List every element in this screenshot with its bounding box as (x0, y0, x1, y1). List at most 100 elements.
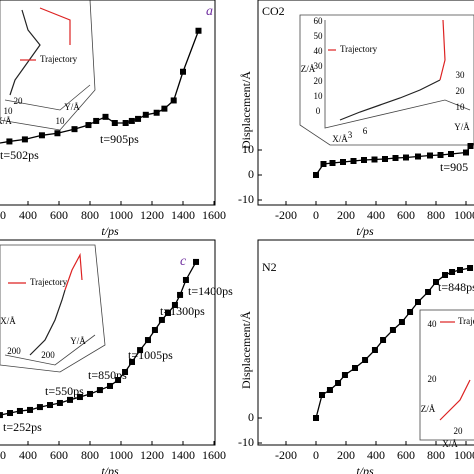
x-tick-label: 1000 (109, 208, 133, 222)
data-point (142, 111, 149, 118)
data-point (38, 132, 45, 139)
data-point (137, 347, 144, 354)
data-point (407, 309, 414, 315)
data-point (93, 117, 100, 124)
data-point (128, 117, 135, 124)
x-tick-label: 0 (313, 448, 319, 462)
annotation: t=1005ps (128, 348, 173, 362)
inset-label: Y/Å (454, 122, 470, 132)
data-point (6, 138, 13, 145)
data-point (392, 155, 399, 161)
data-point (106, 382, 113, 389)
inset-label: Z/Å (301, 64, 316, 74)
data-point (398, 319, 405, 325)
x-tick-label: 1400 (171, 208, 195, 222)
inset-legend: Trajectory (40, 54, 78, 64)
x-tick-label: 400 (19, 448, 37, 462)
inset-a-frame (0, 0, 96, 131)
data-point (67, 396, 74, 403)
inset-label: 40 (428, 319, 438, 329)
y-tick-label: -10 (238, 192, 254, 206)
x-tick-label: 800 (427, 448, 445, 462)
data-point (382, 156, 388, 162)
inset-label: X/Å (332, 134, 348, 144)
data-point (433, 279, 439, 285)
x-tick-label: -200 (275, 208, 297, 222)
inset-label: Y/Å (64, 102, 80, 112)
data-point (341, 372, 348, 378)
annotation: t=252ps (3, 420, 42, 434)
annotation: t=550ps (45, 384, 84, 398)
x-tick-label: 800 (427, 208, 445, 222)
data-point (76, 394, 83, 401)
x-tick-label: -200 (275, 448, 297, 462)
data-point (371, 156, 378, 163)
data-point (457, 267, 463, 273)
x-tick-label: 600 (50, 448, 68, 462)
data-point (193, 258, 200, 265)
inset-label: 10 (314, 91, 324, 101)
data-point (115, 377, 122, 384)
data-point (371, 347, 378, 353)
data-point (16, 407, 23, 414)
plot-frame (0, 239, 216, 446)
data-point (135, 115, 142, 122)
inset-label: 30 (314, 61, 324, 71)
data-point (380, 337, 387, 343)
data-line (315, 145, 472, 176)
data-point (21, 136, 28, 143)
data-point (36, 404, 43, 411)
annotation: t=1400ps (188, 284, 233, 298)
data-point (362, 357, 369, 363)
data-point (111, 120, 118, 126)
x-tick-label: 1600 (202, 448, 226, 462)
inset-label: 10 (456, 102, 466, 112)
panel-title: N2 (262, 260, 277, 274)
x-axis-label: t/ps (356, 224, 374, 238)
data-point (122, 369, 129, 376)
x-tick-label: 0 (313, 208, 319, 222)
inset-label: 0 (316, 106, 321, 116)
x-tick-label: 1200 (140, 208, 164, 222)
data-point (71, 126, 78, 133)
data-point (56, 399, 63, 406)
x-tick-label: 1000 (454, 208, 474, 222)
x-tick-label: 600 (50, 208, 68, 222)
annotation: t=848ps (438, 280, 474, 294)
annotation: t=502ps (0, 148, 39, 162)
data-point (87, 390, 93, 397)
data-point (335, 380, 342, 386)
data-point (313, 415, 319, 421)
inset-b-frame (299, 14, 474, 146)
x-tick-label: 400 (367, 448, 385, 462)
annotation: t=1300ps (160, 304, 205, 318)
data-point (350, 158, 357, 164)
plot-frame (0, 0, 216, 206)
data-point (158, 316, 165, 323)
x-tick-label: 200 (0, 208, 6, 222)
inset-label: 60 (314, 16, 324, 26)
x-tick-label: 800 (81, 448, 99, 462)
panel-letter: c (180, 254, 187, 269)
data-point (467, 143, 474, 149)
inset-label: 10 (56, 116, 66, 126)
data-point (442, 272, 448, 278)
data-point (85, 122, 92, 129)
x-axis-label: t/ps (356, 464, 374, 474)
data-point (27, 406, 34, 413)
data-point (144, 337, 151, 344)
data-point (326, 387, 333, 393)
y-tick-label: -10 (238, 435, 254, 449)
data-point (320, 161, 327, 167)
data-point (329, 160, 336, 166)
data-point (319, 392, 325, 398)
inset-label: 200 (7, 346, 21, 356)
data-point (129, 358, 136, 365)
data-point (437, 152, 444, 158)
inset-label: 3 (348, 130, 353, 140)
annotation: t=850ps (88, 368, 127, 382)
y-axis-label: Displacement/Å (239, 71, 253, 149)
annotation: t=905 (440, 160, 468, 174)
x-tick-label: 1600 (202, 208, 226, 222)
y-tick-label: 0 (248, 410, 254, 424)
